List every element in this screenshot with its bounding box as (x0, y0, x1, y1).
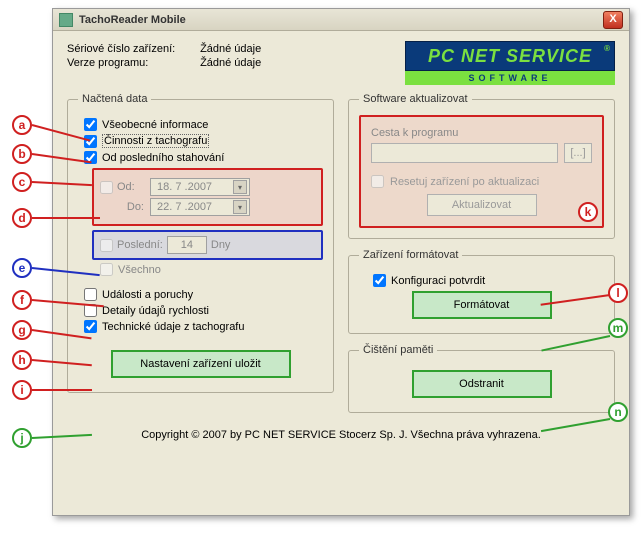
annotation-a: a (12, 115, 32, 135)
date-to[interactable]: 22. 7 .2007 ▾ (150, 198, 250, 216)
confirm-config-label: Konfiguraci potvrdit (391, 275, 485, 287)
date-from-dropdown-icon: ▾ (233, 180, 247, 194)
version-label: Verze programu: (67, 57, 197, 69)
date-to-dropdown-icon: ▾ (233, 200, 247, 214)
annotation-h: h (12, 350, 32, 370)
remove-button[interactable]: Odstranit (412, 370, 552, 398)
format-device-group: Zařízení formátovat Konfiguraci potvrdit… (348, 249, 615, 334)
chk-general[interactable] (84, 118, 97, 131)
chk-last[interactable] (100, 239, 113, 252)
chk-events-label: Události a poruchy (102, 289, 193, 301)
date-range-box: Od: 18. 7 .2007 ▾ Do: 22. 7 .2007 ▾ (92, 168, 323, 226)
clear-memory-legend: Čištění paměti (359, 344, 437, 356)
chk-general-label: Všeobecné informace (102, 119, 208, 131)
serial-label: Sériové číslo zařízení: (67, 43, 197, 55)
annotation-e: e (12, 258, 32, 278)
annotation-g: g (12, 320, 32, 340)
annotation-n: n (608, 402, 628, 422)
titlebar: TachoReader Mobile X (53, 9, 629, 31)
path-label: Cesta k programu (371, 127, 592, 139)
annotation-b: b (12, 144, 32, 164)
software-update-legend: Software aktualizovat (359, 93, 472, 105)
chk-od[interactable] (100, 181, 113, 194)
date-to-value: 22. 7 .2007 (157, 201, 212, 213)
close-button[interactable]: X (603, 11, 623, 29)
annotation-d: d (12, 208, 32, 228)
chk-since-last-label: Od posledního stahování (102, 152, 224, 164)
app-icon (59, 13, 73, 27)
chk-activities[interactable] (84, 135, 97, 148)
version-value: Žádné údaje (200, 57, 261, 69)
copyright: Copyright © 2007 by PC NET SERVICE Stoce… (67, 429, 615, 441)
chk-activities-label: Činnosti z tachografu (102, 134, 209, 148)
program-path-input[interactable] (371, 143, 558, 163)
chk-confirm-config[interactable] (373, 274, 386, 287)
chk-all-label: Všechno (118, 264, 161, 276)
logo: PC NET SERVICE ® SOFTWARE (405, 41, 615, 85)
format-device-legend: Zařízení formátovat (359, 249, 462, 261)
serial-value: Žádné údaje (200, 43, 261, 55)
loaded-data-legend: Načtená data (78, 93, 151, 105)
app-window: TachoReader Mobile X Sériové číslo zaříz… (52, 8, 630, 516)
update-button[interactable]: Aktualizovat (427, 194, 537, 216)
annotation-i: i (12, 380, 32, 400)
software-update-box: Cesta k programu [...] Resetuj zařízení … (359, 115, 604, 228)
last-label: Poslední: (117, 239, 163, 251)
clear-memory-group: Čištění paměti Odstranit (348, 344, 615, 413)
chk-tech-label: Technické údaje z tachografu (102, 321, 244, 333)
software-update-group: Software aktualizovat Cesta k programu [… (348, 93, 615, 239)
last-days-value[interactable]: 14 (167, 236, 207, 254)
date-from-value: 18. 7 .2007 (157, 181, 212, 193)
annotation-j: j (12, 428, 32, 448)
format-button[interactable]: Formátovat (412, 291, 552, 319)
do-label: Do: (127, 201, 144, 213)
save-settings-button[interactable]: Nastavení zařízení uložit (111, 350, 291, 378)
chk-events[interactable] (84, 288, 97, 301)
annotation-line-d (32, 217, 100, 219)
device-info: Sériové číslo zařízení: Žádné údaje Verz… (67, 41, 405, 85)
window-title: TachoReader Mobile (79, 14, 603, 26)
logo-subtitle: SOFTWARE (405, 71, 615, 85)
annotation-line-i (32, 389, 92, 391)
date-from[interactable]: 18. 7 .2007 ▾ (150, 178, 250, 196)
browse-button[interactable]: [...] (564, 143, 592, 163)
last-days-box: Poslední: 14 Dny (92, 230, 323, 260)
od-label: Od: (117, 181, 135, 193)
logo-registered: ® (604, 44, 611, 53)
days-label: Dny (211, 239, 231, 251)
annotation-k: k (578, 202, 598, 222)
annotation-c: c (12, 172, 32, 192)
annotation-f: f (12, 290, 32, 310)
chk-speed-label: Detaily údajů rychlosti (102, 305, 209, 317)
loaded-data-group: Načtená data Všeobecné informace Činnost… (67, 93, 334, 393)
annotation-l: l (608, 283, 628, 303)
logo-text: PC NET SERVICE (428, 46, 592, 67)
annotation-m: m (608, 318, 628, 338)
chk-reset-after-update[interactable] (371, 175, 384, 188)
chk-tech[interactable] (84, 320, 97, 333)
reset-label: Resetuj zařízení po aktualizaci (390, 176, 539, 188)
chk-all[interactable] (100, 263, 113, 276)
